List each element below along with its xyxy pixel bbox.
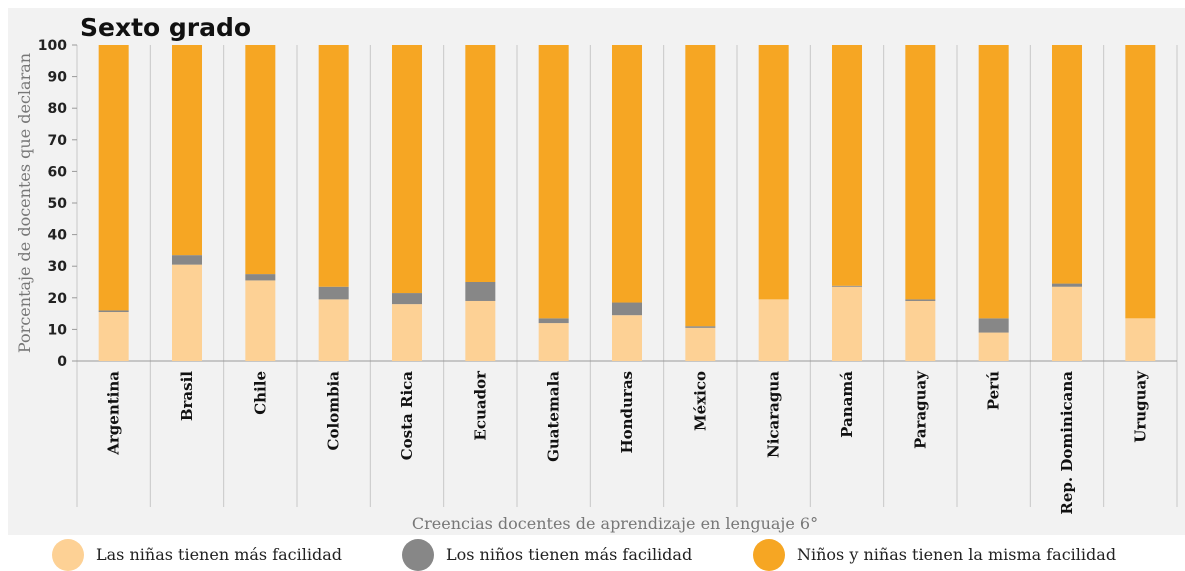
y-tick-label: 60 [48, 164, 68, 180]
category-label: Rep. Dominicana [1058, 371, 1076, 515]
category-label: Argentina [105, 371, 123, 456]
bar-segment-ninos [392, 293, 422, 305]
y-tick-label: 80 [48, 101, 68, 117]
bar-segment-ninos [685, 326, 716, 328]
bar-segment-misma [1052, 45, 1082, 284]
bar-segment-ninas [392, 304, 422, 361]
bar-segment-misma [465, 45, 496, 282]
legend-item-misma: Niños y niñas tienen la misma facilidad [753, 538, 1116, 571]
bar-segment-ninos [172, 255, 202, 265]
bar-segment-ninas [1125, 318, 1156, 361]
legend-label-ninos: Los niños tienen más facilidad [446, 545, 693, 564]
bar-segment-ninas [758, 299, 789, 361]
bar-segment-ninas [98, 312, 129, 361]
stacked-bar-chart: Sexto grado Porcentaje de docentes que d… [15, 13, 1178, 533]
bar-segment-misma [172, 45, 202, 256]
category-label: Chile [251, 371, 269, 415]
bar-segment-ninas [978, 332, 1009, 361]
bar-segment-ninos [832, 285, 862, 287]
y-tick-label: 100 [38, 38, 67, 54]
y-tick-label: 20 [48, 291, 68, 307]
bar-segment-misma [832, 45, 862, 286]
x-axis-label: Creencias docentes de aprendizaje en len… [412, 514, 818, 533]
bar-segment-ninas [245, 280, 276, 361]
bar-segment-ninas [1052, 286, 1082, 361]
category-label: Nicaragua [765, 371, 783, 458]
bar-segment-ninos [905, 299, 936, 301]
y-axis-label: Porcentaje de docentes que declaran [15, 53, 34, 353]
bar-segment-misma [538, 45, 569, 319]
legend-swatch-ninos [402, 538, 434, 571]
bar-segment-misma [245, 45, 276, 275]
bar-segment-ninas [685, 327, 716, 361]
bar-segment-misma [905, 45, 936, 300]
legend-label-misma: Niños y niñas tienen la misma facilidad [797, 545, 1117, 564]
bar-segment-ninos [245, 274, 276, 281]
category-label: Costa Rica [398, 371, 416, 461]
legend-item-ninos: Los niños tienen más facilidad [402, 538, 692, 571]
category-label: Uruguay [1131, 370, 1149, 443]
bar-segment-misma [978, 45, 1009, 319]
category-label: Perú [985, 371, 1003, 410]
bar-segment-ninos [978, 318, 1009, 333]
y-tick-label: 30 [48, 259, 68, 275]
bar-segment-misma [685, 45, 716, 327]
bar-segment-ninos [538, 318, 569, 324]
bar-segment-misma [98, 45, 129, 311]
bar-segment-misma [392, 45, 422, 294]
y-tick-label: 0 [57, 354, 67, 370]
bar-segment-ninos [318, 286, 349, 300]
y-tick-label: 50 [48, 196, 68, 212]
bar-segment-misma [318, 45, 349, 287]
y-tick-label: 10 [48, 322, 68, 338]
chart-title: Sexto grado [80, 13, 251, 42]
category-label: Paraguay [911, 370, 929, 449]
y-tick-label: 90 [48, 70, 68, 86]
bar-segment-ninas [538, 323, 569, 361]
category-label: Brasil [178, 371, 196, 421]
legend: Las niñas tienen más facilidad Los niños… [0, 538, 1185, 571]
bar-segment-ninas [832, 286, 862, 361]
category-label: Panamá [838, 371, 856, 438]
legend-swatch-ninas [52, 538, 84, 571]
bar-segment-ninos [465, 282, 496, 301]
category-label: Colombia [325, 371, 343, 451]
y-tick-label: 70 [48, 133, 68, 149]
bar-segment-ninas [905, 300, 936, 361]
bar-segment-misma [758, 45, 789, 300]
category-label: México [691, 371, 709, 431]
bar-segment-ninos [98, 310, 129, 313]
bar-segment-ninos [612, 302, 642, 316]
bar-segment-ninas [465, 300, 496, 361]
bar-segment-ninas [318, 299, 349, 361]
bar-segment-misma [1125, 45, 1156, 319]
legend-item-ninas: Las niñas tienen más facilidad [52, 538, 342, 571]
legend-swatch-misma [753, 538, 785, 571]
y-tick-label: 40 [48, 228, 68, 244]
category-label: Honduras [618, 371, 636, 454]
bar-segment-ninos [1052, 283, 1082, 287]
bar-segment-misma [612, 45, 642, 303]
bar-segment-ninas [172, 264, 202, 361]
bar-segment-ninas [612, 315, 642, 361]
category-label: Ecuador [471, 370, 489, 441]
legend-label-ninas: Las niñas tienen más facilidad [96, 545, 343, 564]
category-label: Guatemala [545, 371, 563, 462]
